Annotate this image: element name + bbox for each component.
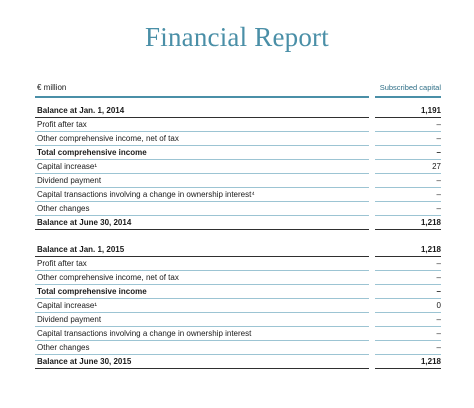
row-value: – [436,204,441,213]
header-divider-left [35,96,369,98]
row-divider [35,312,369,313]
table-row: Capital increase¹ 27 [35,160,441,174]
row-divider [35,145,369,146]
row-label: Dividend payment [37,315,102,324]
table-row: Total comprehensive income – [35,146,441,160]
row-label: Profit after tax [37,259,87,268]
row-label: Capital increase¹ [37,162,98,171]
table-row: Dividend payment – [35,174,441,188]
table-row: Other comprehensive income, net of tax – [35,271,441,285]
row-value: – [436,329,441,338]
row-value: 1,218 [420,245,441,254]
row-divider [375,145,441,146]
row-divider [35,201,369,202]
row-divider [375,159,441,160]
row-value: 27 [432,162,441,171]
row-divider [35,354,369,355]
row-value: – [436,287,441,296]
table-row: Balance at June 30, 2014 1,218 [35,216,441,230]
row-label: Other comprehensive income, net of tax [37,134,179,143]
row-divider [375,354,441,355]
row-value: – [436,176,441,185]
row-label: Balance at June 30, 2015 [37,357,132,366]
table-row: Dividend payment – [35,313,441,327]
row-divider [375,131,441,132]
row-divider [35,284,369,285]
row-label: Dividend payment [37,176,102,185]
row-divider [35,131,369,132]
row-value: 0 [436,301,441,310]
row-value: – [436,134,441,143]
table-row: Profit after tax – [35,118,441,132]
row-divider [375,368,441,369]
row-label: Capital transactions involving a change … [37,190,255,199]
row-divider [35,187,369,188]
row-value: – [436,259,441,268]
row-divider [375,312,441,313]
row-divider [35,215,369,216]
row-divider [375,284,441,285]
row-label: Balance at June 30, 2014 [37,218,132,227]
row-label: Total comprehensive income [37,148,147,157]
table-section-2015: Balance at Jan. 1, 2015 1,218 Profit after… [35,243,441,369]
row-divider [35,326,369,327]
row-value: – [436,190,441,199]
row-divider [35,368,369,369]
row-value: – [436,273,441,282]
row-divider [35,298,369,299]
row-divider [375,187,441,188]
table-row: Balance at June 30, 2015 1,218 [35,355,441,369]
row-divider [375,326,441,327]
row-label: Balance at Jan. 1, 2014 [37,106,125,115]
row-divider [375,215,441,216]
row-divider [35,340,369,341]
row-divider [375,229,441,230]
row-divider [375,173,441,174]
row-divider [35,270,369,271]
row-value: – [436,315,441,324]
row-divider [375,256,441,257]
row-label: Balance at Jan. 1, 2015 [37,245,125,254]
row-divider [375,298,441,299]
row-value: – [436,120,441,129]
table-row: Capital transactions involving a change … [35,188,441,202]
row-label: Other comprehensive income, net of tax [37,273,179,282]
header-divider-right [375,96,441,98]
row-divider [35,229,369,230]
row-divider [35,256,369,257]
row-divider [35,173,369,174]
column-header-subscribed-capital: Subscribed capital [379,83,441,92]
table-row: Other changes – [35,341,441,355]
table-row: Capital increase¹ 0 [35,299,441,313]
row-value: 1,191 [420,106,441,115]
row-divider [375,201,441,202]
table-row: Capital transactions involving a change … [35,327,441,341]
row-label: Total comprehensive income [37,287,147,296]
table-row: Profit after tax – [35,257,441,271]
row-label: Other changes [37,343,90,352]
row-divider [35,159,369,160]
row-value: 1,218 [420,218,441,227]
table-row: Balance at Jan. 1, 2014 1,191 [35,104,441,118]
table-row: Other changes – [35,202,441,216]
table-header: € million Subscribed capital [35,82,441,96]
row-divider [375,270,441,271]
table-row: Other comprehensive income, net of tax – [35,132,441,146]
table-row: Balance at Jan. 1, 2015 1,218 [35,243,441,257]
unit-label: € million [37,83,67,92]
row-label: Profit after tax [37,120,87,129]
row-label: Other changes [37,204,90,213]
table-row: Total comprehensive income – [35,285,441,299]
row-divider [375,117,441,118]
row-divider [375,340,441,341]
row-label: Capital transactions involving a change … [37,329,252,338]
row-value: 1,218 [420,357,441,366]
row-value: – [436,148,441,157]
report-title: Financial Report [145,22,329,52]
row-divider [35,117,369,118]
row-value: – [436,343,441,352]
row-label: Capital increase¹ [37,301,98,310]
table-section-2014: Balance at Jan. 1, 2014 1,191 Profit after… [35,104,441,230]
